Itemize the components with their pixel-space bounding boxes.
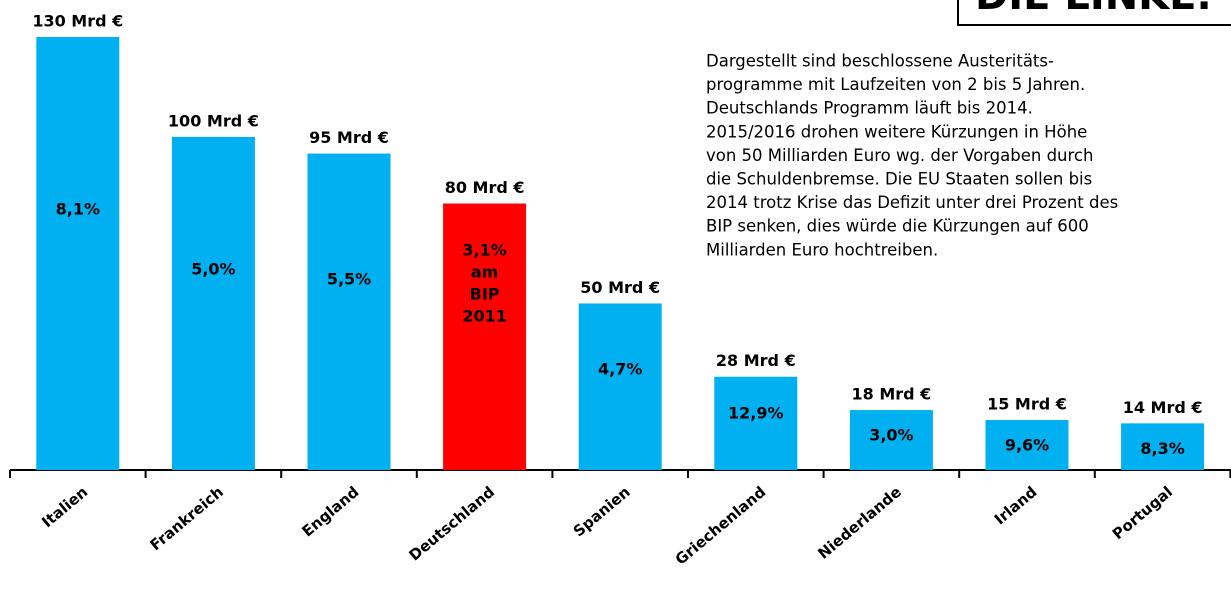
x-tick-label: Portugal xyxy=(1109,483,1176,543)
inner-label: 3,0% xyxy=(869,426,913,445)
inner-label: 5,5% xyxy=(327,270,371,289)
inner-label: 5,0% xyxy=(191,260,235,279)
description-line: Dargestellt sind beschlossene Austerität… xyxy=(706,52,1054,71)
bar xyxy=(714,376,798,470)
x-tick-label: England xyxy=(299,483,363,541)
x-tick-label: Italien xyxy=(38,483,91,532)
bar xyxy=(849,410,933,470)
logo-text: DIE LINKE. xyxy=(975,0,1212,19)
value-label: 18 Mrd € xyxy=(851,385,931,404)
value-label: 95 Mrd € xyxy=(309,128,389,147)
inner-label: 4,7% xyxy=(598,360,642,379)
bar xyxy=(443,203,527,471)
x-tick-label: Frankreich xyxy=(147,483,227,554)
x-tick-label: Irland xyxy=(991,483,1041,529)
inner-label: 9,6% xyxy=(1005,436,1049,455)
inner-label: 8,1% xyxy=(56,200,100,219)
description-line: von 50 Milliarden Euro wg. der Vorgaben … xyxy=(706,146,1093,165)
bar xyxy=(307,153,391,471)
description-line: 2015/2016 drohen weitere Kürzungen in Hö… xyxy=(706,122,1087,141)
bar xyxy=(1121,423,1205,470)
value-label: 80 Mrd € xyxy=(445,178,525,197)
description-line: 2014 trotz Krise das Defizit unter drei … xyxy=(706,193,1118,212)
description-line: programme mit Laufzeiten von 2 bis 5 Jah… xyxy=(706,75,1085,94)
x-tick-label: Deutschland xyxy=(406,483,499,565)
bar xyxy=(985,420,1069,470)
description-line: BIP senken, dies würde die Kürzungen auf… xyxy=(706,217,1089,236)
logo: DIE LINKE. xyxy=(957,0,1231,26)
value-label: 28 Mrd € xyxy=(716,351,796,370)
value-label: 15 Mrd € xyxy=(987,395,1067,414)
bar xyxy=(171,136,255,470)
bar xyxy=(36,37,120,470)
description-line: Deutschlands Programm läuft bis 2014. xyxy=(706,99,1033,118)
value-label: 100 Mrd € xyxy=(168,111,259,130)
bar xyxy=(578,303,662,470)
value-label: 50 Mrd € xyxy=(580,278,660,297)
inner-label: 12,9% xyxy=(728,404,784,423)
description: Dargestellt sind beschlossene Austerität… xyxy=(706,52,1118,260)
x-tick-label: Niederlande xyxy=(814,483,904,563)
value-label: 130 Mrd € xyxy=(32,12,123,31)
x-tick-label: Spanien xyxy=(570,483,634,541)
description-line: Milliarden Euro hochtreiben. xyxy=(706,240,938,259)
inner-label: 8,3% xyxy=(1140,439,1184,458)
description-line: die Schuldenbremse. Die EU Staaten solle… xyxy=(706,170,1092,189)
value-label: 14 Mrd € xyxy=(1123,398,1203,417)
x-tick-label: Griechenland xyxy=(672,483,769,569)
logo-box xyxy=(957,0,1231,26)
inner-label: 3,1% am BIP 2011 xyxy=(462,240,507,325)
